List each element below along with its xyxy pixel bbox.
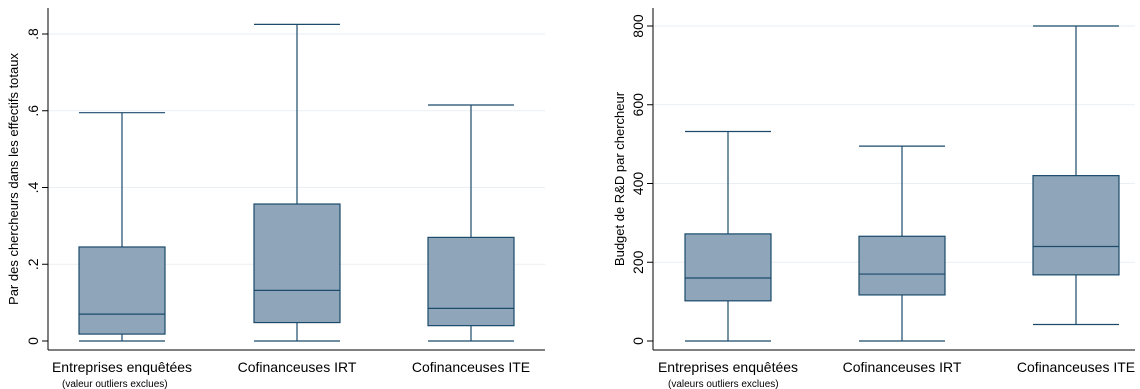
category-label: Cofinanceuses IRT <box>843 359 962 375</box>
box-3 <box>1032 25 1120 326</box>
box-3 <box>427 104 515 342</box>
y-axis-title: Par des chercheurs dans les effectifs to… <box>6 53 21 305</box>
category-sublabel: (valeurs outliers exclues) <box>668 379 779 389</box>
box-2 <box>858 145 946 342</box>
category-label: Entreprises enquêtées <box>658 359 798 375</box>
y-tick-label: 0 <box>25 337 41 345</box>
iqr-box <box>253 203 341 324</box>
category-label: Cofinanceuses IRT <box>238 359 357 375</box>
iqr-box <box>858 235 946 296</box>
box-1 <box>78 112 166 342</box>
chart-panel-2: 0 200 400 600 800 Budget de R&D par chercheur… <box>612 8 1135 389</box>
iqr-box <box>1032 175 1120 276</box>
y-tick-label: .4 <box>25 181 41 193</box>
category-label: Cofinanceuses ITE <box>1017 359 1135 375</box>
y-tick-label: .2 <box>25 258 41 270</box>
y-tick-label: .8 <box>25 28 41 40</box>
category-sublabel: (valeur outliers exclues) <box>62 379 168 389</box>
y-axis-title: Budget de R&D par chercheur <box>612 91 627 266</box>
y-tick-label: 200 <box>630 250 646 274</box>
box-2 <box>253 23 341 342</box>
y-tick-label: .6 <box>25 105 41 117</box>
iqr-box <box>684 233 772 302</box>
category-label: Entreprises enquêtées <box>52 359 192 375</box>
category-label: Cofinanceuses ITE <box>412 359 530 375</box>
y-tick-label: 400 <box>630 172 646 196</box>
chart-panel-1: 0 .2 .4 .6 .8 Par des chercheurs dans les eff… <box>6 8 545 389</box>
y-tick-label: 0 <box>630 337 646 345</box>
box-1 <box>684 130 772 342</box>
y-tick-label: 600 <box>630 93 646 117</box>
iqr-box <box>78 246 166 335</box>
iqr-box <box>427 236 515 327</box>
y-tick-label: 800 <box>630 14 646 38</box>
